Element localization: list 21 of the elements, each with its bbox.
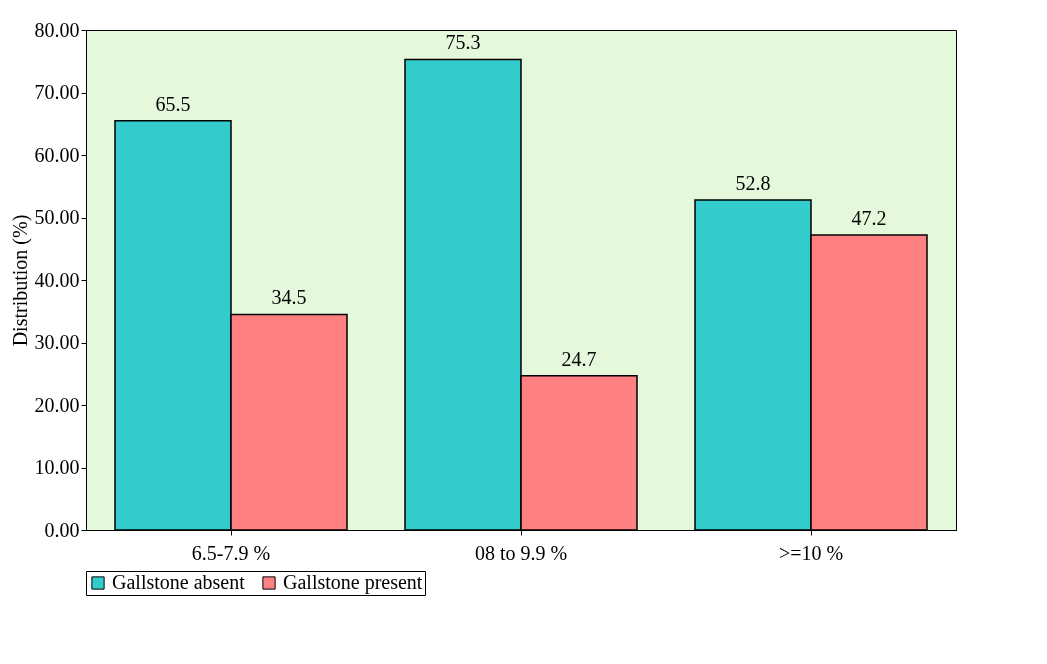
y-tick-label: 80.00 bbox=[34, 18, 80, 41]
data-label: 65.5 bbox=[155, 92, 191, 115]
y-tick-label: 0.00 bbox=[44, 518, 80, 541]
y-tick-label: 60.00 bbox=[34, 143, 80, 166]
y-tick-label: 40.00 bbox=[34, 268, 80, 291]
y-tick-label: 50.00 bbox=[34, 206, 80, 228]
y-axis-title: Distribution (%) bbox=[8, 214, 32, 347]
data-label: 24.7 bbox=[561, 347, 597, 370]
data-label: 47.2 bbox=[851, 207, 887, 229]
y-tick-label: 10.00 bbox=[34, 456, 80, 478]
x-tick-label: 6.5-7.9 % bbox=[191, 541, 271, 564]
x-tick-label: 08 to 9.9 % bbox=[474, 541, 568, 564]
data-label: 34.5 bbox=[271, 286, 307, 309]
y-tick-label: 70.00 bbox=[34, 81, 80, 103]
y-tick-label: 20.00 bbox=[34, 393, 80, 416]
x-tick-label: >=10 % bbox=[778, 541, 844, 564]
legend-label: Gallstone absent bbox=[112, 571, 246, 593]
data-label: 52.8 bbox=[735, 172, 771, 194]
y-tick-label: 30.00 bbox=[34, 331, 80, 353]
legend-label: Gallstone present bbox=[283, 571, 423, 594]
data-label: 75.3 bbox=[445, 31, 481, 54]
